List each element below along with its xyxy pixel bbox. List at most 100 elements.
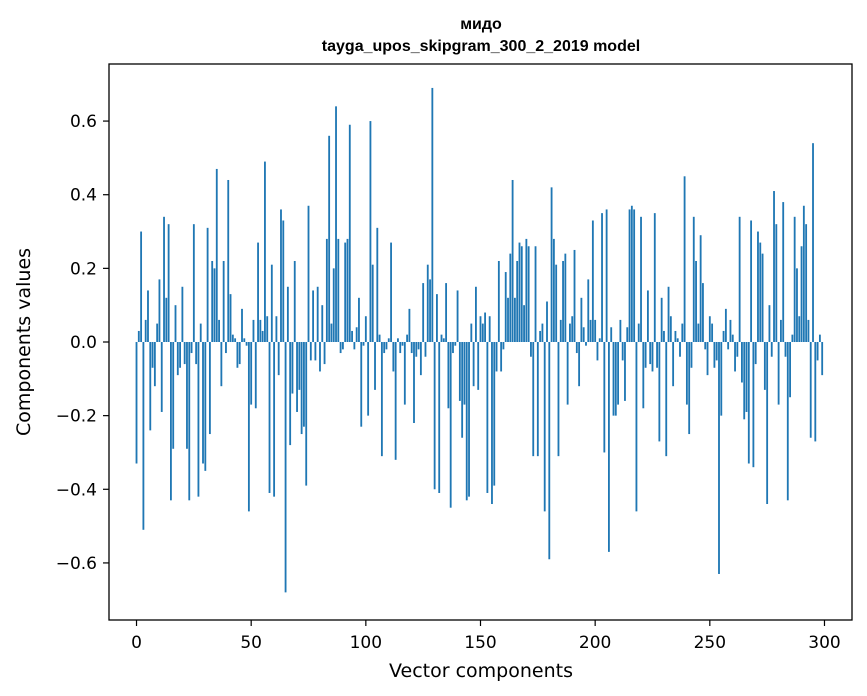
bar bbox=[364, 316, 367, 342]
bar bbox=[518, 242, 521, 342]
bar bbox=[802, 205, 805, 342]
bar bbox=[660, 297, 663, 342]
bar bbox=[257, 242, 259, 342]
plot-frame bbox=[108, 63, 853, 621]
bar bbox=[231, 334, 234, 342]
bar bbox=[234, 338, 237, 342]
bar bbox=[741, 342, 743, 383]
bar bbox=[757, 231, 759, 342]
bar bbox=[511, 179, 514, 342]
bar bbox=[598, 338, 601, 342]
bar bbox=[481, 323, 484, 342]
bar bbox=[289, 342, 292, 446]
bar bbox=[238, 342, 241, 365]
bar bbox=[754, 342, 757, 365]
bar bbox=[426, 264, 429, 342]
bar bbox=[743, 342, 746, 420]
bar bbox=[527, 246, 530, 342]
bar bbox=[243, 338, 246, 342]
bar bbox=[183, 342, 186, 365]
bar bbox=[206, 227, 209, 342]
bar bbox=[697, 323, 700, 342]
bar bbox=[525, 238, 528, 342]
bar bbox=[610, 327, 613, 342]
bar bbox=[747, 342, 750, 464]
bar bbox=[651, 342, 654, 372]
bar bbox=[479, 316, 482, 342]
bar bbox=[465, 342, 468, 501]
bar bbox=[303, 342, 305, 427]
bar bbox=[800, 246, 803, 342]
bar bbox=[158, 279, 161, 342]
bar bbox=[715, 342, 718, 361]
bar bbox=[630, 205, 633, 342]
bar bbox=[644, 342, 647, 368]
bar bbox=[268, 342, 271, 493]
bar bbox=[252, 319, 255, 342]
bar bbox=[413, 342, 415, 424]
bar bbox=[332, 268, 335, 342]
bar bbox=[236, 342, 239, 368]
bar bbox=[195, 342, 198, 365]
bar bbox=[392, 342, 395, 372]
bar bbox=[552, 238, 555, 342]
bar bbox=[179, 342, 181, 368]
bar bbox=[789, 342, 791, 398]
bar bbox=[761, 253, 764, 342]
bar bbox=[225, 342, 227, 354]
bar bbox=[759, 242, 762, 342]
bar bbox=[339, 342, 342, 354]
bar bbox=[211, 260, 214, 342]
bar bbox=[585, 342, 587, 346]
bar bbox=[440, 334, 443, 342]
bar bbox=[156, 323, 159, 342]
bar bbox=[436, 294, 438, 342]
bar bbox=[734, 342, 736, 372]
bar bbox=[275, 316, 278, 342]
bar bbox=[204, 342, 207, 471]
bar bbox=[298, 342, 301, 390]
bar bbox=[241, 308, 243, 342]
bar bbox=[261, 330, 264, 342]
y-tick-label: −0.2 bbox=[56, 407, 97, 427]
bar bbox=[452, 342, 454, 354]
bar bbox=[447, 342, 450, 409]
bar bbox=[816, 342, 819, 361]
bar bbox=[397, 338, 399, 342]
bar bbox=[401, 342, 404, 346]
bar bbox=[617, 342, 620, 405]
chart-title: мидо bbox=[460, 16, 502, 33]
bar bbox=[720, 342, 723, 416]
bar bbox=[374, 342, 376, 390]
bar bbox=[309, 342, 312, 361]
bar bbox=[470, 323, 473, 342]
bar bbox=[543, 342, 546, 512]
bar bbox=[135, 342, 138, 464]
bar bbox=[566, 342, 569, 405]
bar bbox=[626, 327, 629, 342]
bar bbox=[163, 216, 165, 342]
y-tick-label: −0.4 bbox=[56, 480, 97, 500]
bar bbox=[316, 286, 319, 342]
bar bbox=[259, 319, 262, 342]
bar bbox=[176, 342, 179, 376]
bar bbox=[330, 323, 333, 342]
bar bbox=[532, 342, 535, 457]
x-tick-label: 150 bbox=[464, 633, 496, 653]
bar bbox=[266, 316, 269, 342]
y-axis-label: Components values bbox=[13, 248, 35, 436]
chart-subtitle: tayga_upos_skipgram_300_2_2019 model bbox=[322, 38, 640, 55]
bar bbox=[658, 342, 661, 442]
x-tick-label: 250 bbox=[694, 633, 726, 653]
bar bbox=[385, 342, 388, 350]
bar bbox=[594, 319, 597, 342]
bar bbox=[763, 342, 766, 390]
bar bbox=[619, 319, 622, 342]
bar bbox=[218, 319, 220, 342]
bar bbox=[497, 260, 500, 342]
bar bbox=[355, 327, 358, 342]
bar bbox=[188, 342, 191, 501]
bar bbox=[312, 290, 315, 342]
bar bbox=[656, 342, 658, 368]
bar bbox=[534, 246, 537, 342]
